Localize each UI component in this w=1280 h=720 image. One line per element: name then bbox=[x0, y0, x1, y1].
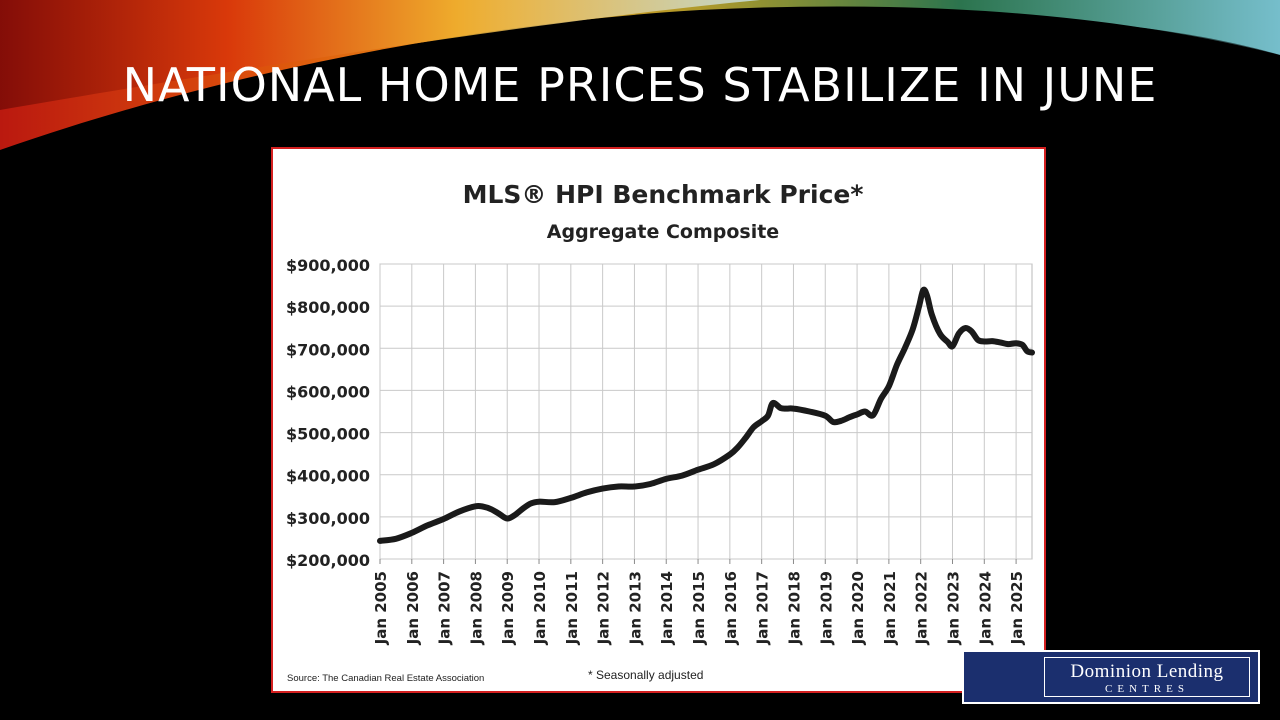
company-logo: Dominion Lending CENTRES bbox=[962, 650, 1260, 704]
y-tick-label: $700,000 bbox=[286, 340, 370, 359]
series-line bbox=[377, 286, 1035, 544]
x-tick-label: Jan 2012 bbox=[595, 571, 613, 645]
x-tick-label: Jan 2023 bbox=[944, 571, 962, 645]
chart-subtitle: Aggregate Composite bbox=[547, 221, 779, 243]
x-tick-label: Jan 2008 bbox=[467, 571, 485, 645]
x-tick-label: Jan 2018 bbox=[785, 571, 803, 645]
logo-line1: Dominion Lending bbox=[1070, 661, 1224, 682]
x-tick-label: Jan 2020 bbox=[849, 571, 867, 645]
logo-wordmark: Dominion Lending CENTRES bbox=[1044, 657, 1250, 697]
x-tick-label: Jan 2024 bbox=[976, 571, 994, 645]
plot-frame bbox=[379, 263, 1033, 560]
slide-title: NATIONAL HOME PRICES STABILIZE IN JUNE bbox=[122, 58, 1158, 112]
x-tick-label: Jan 2021 bbox=[881, 571, 899, 645]
x-tick-label: Jan 2013 bbox=[626, 571, 644, 645]
x-tick-label: Jan 2010 bbox=[531, 571, 549, 645]
series-layer bbox=[377, 286, 1035, 544]
y-tick-label: $300,000 bbox=[286, 509, 370, 528]
y-tick-label: $200,000 bbox=[286, 551, 370, 570]
y-tick-label: $500,000 bbox=[286, 425, 370, 444]
x-tick-label: Jan 2016 bbox=[722, 571, 740, 645]
x-tick-label: Jan 2006 bbox=[404, 571, 422, 645]
decorative-swoosh bbox=[0, 0, 1280, 150]
source-note: Source: The Canadian Real Estate Associa… bbox=[287, 673, 484, 684]
x-axis-tick-labels: Jan 2005 Jan 2006 Jan 2007 Jan 2008 Jan 2009… bbox=[372, 571, 1026, 645]
y-tick-label: $400,000 bbox=[286, 467, 370, 486]
x-tick-label: Jan 2019 bbox=[817, 571, 835, 645]
x-tick-label: Jan 2014 bbox=[658, 571, 676, 645]
grid-layer bbox=[379, 263, 1033, 564]
x-tick-label: Jan 2015 bbox=[690, 571, 708, 645]
price-line-chart: MLS® HPI Benchmark Price* Aggregate Comp… bbox=[286, 180, 1035, 684]
x-tick-label: Jan 2025 bbox=[1008, 571, 1026, 645]
footnote: * Seasonally adjusted bbox=[588, 668, 703, 682]
logo-line2: CENTRES bbox=[1105, 683, 1189, 695]
x-tick-label: Jan 2007 bbox=[436, 571, 454, 645]
x-tick-label: Jan 2005 bbox=[372, 571, 390, 645]
chart-title: MLS® HPI Benchmark Price* bbox=[463, 180, 864, 209]
y-tick-label: $600,000 bbox=[286, 382, 370, 401]
chart-card: MLS® HPI Benchmark Price* Aggregate Comp… bbox=[271, 147, 1046, 693]
x-tick-label: Jan 2022 bbox=[913, 571, 931, 645]
x-tick-label: Jan 2017 bbox=[754, 571, 772, 645]
y-tick-label: $900,000 bbox=[286, 256, 370, 275]
y-axis-tick-labels: $200,000 $300,000 $400,000 $500,000 $600,000… bbox=[286, 256, 370, 570]
y-tick-label: $800,000 bbox=[286, 298, 370, 317]
x-tick-label: Jan 2011 bbox=[563, 571, 581, 645]
x-tick-label: Jan 2009 bbox=[499, 571, 517, 645]
